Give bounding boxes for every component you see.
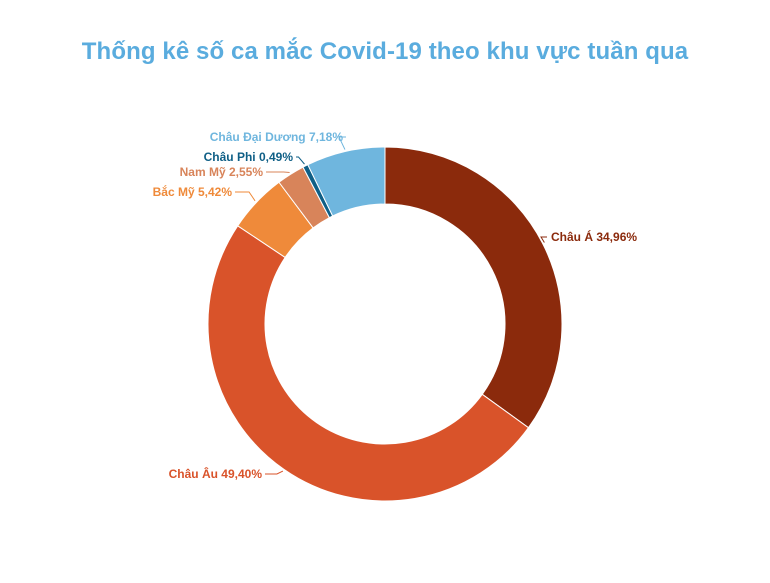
leader-line-nam-my: [266, 171, 290, 174]
label-nam-my: Nam Mỹ 2,55%: [180, 165, 264, 179]
label-chau-au: Châu Âu 49,40%: [169, 466, 263, 481]
leader-line-chau-phi: [296, 156, 305, 165]
slice-chau-au: [207, 225, 530, 502]
slices-group: [207, 146, 563, 502]
label-chau-a: Châu Á 34,96%: [551, 229, 637, 244]
label-chau-phi: Châu Phi 0,49%: [204, 150, 294, 164]
leader-line-chau-au: [265, 470, 284, 475]
leader-line-chau-a: [540, 236, 547, 243]
leader-line-bac-my: [235, 191, 256, 202]
slice-chau-dai-duong: [307, 146, 386, 217]
labels-group: Châu Á 34,96% Châu Âu 49,40% Bắc Mỹ 5,42% N…: [153, 130, 638, 481]
label-bac-my: Bắc Mỹ 5,42%: [153, 184, 233, 199]
leader-line-chau-dai-duong: [338, 136, 346, 150]
label-chau-dai-duong: Châu Đại Dương 7,18%: [210, 130, 344, 144]
chart-title: Thống kê số ca mắc Covid-19 theo khu vực…: [81, 38, 689, 65]
slice-chau-a: [384, 146, 563, 429]
